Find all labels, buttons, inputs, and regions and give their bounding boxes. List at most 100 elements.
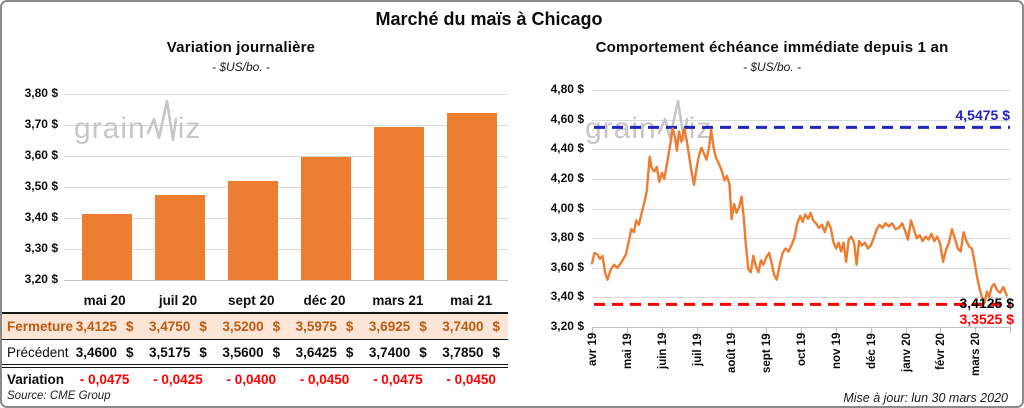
gridline [592, 238, 1010, 240]
y-axis-tick-label: 3,20 $ [550, 319, 584, 333]
cell-unit: $ [272, 344, 281, 360]
y-axis-tick-label: 3,60 $ [24, 148, 58, 162]
x-axis-tick-label: févr 20 [935, 333, 948, 371]
x-axis-tick [975, 327, 977, 333]
x-axis-tick [766, 327, 768, 333]
x-axis-tick-label: avr 19 [587, 333, 599, 367]
cell-unit: $ [126, 344, 134, 360]
x-axis-tick [801, 327, 802, 333]
cell-unit: $ [492, 344, 501, 360]
y-axis-tick-label: 3,60 $ [550, 259, 584, 274]
gridline [592, 119, 1010, 121]
column-header: juil 20 [158, 293, 198, 308]
y-axis-tick-label: 3,40 $ [24, 210, 58, 224]
cell-unit: $ [345, 319, 354, 334]
gridline [64, 156, 508, 157]
cell-value: - 0,0450 [299, 372, 350, 387]
cell-unit: $ [199, 344, 207, 360]
cell-value: - 0,0475 [373, 372, 423, 387]
gridline [592, 178, 1010, 180]
52w-high-label: 4,5475 $ [955, 107, 1011, 123]
bar-juil-20 [154, 194, 205, 280]
52w-low-label: 3,3525 $ [959, 311, 1015, 327]
gridline [592, 267, 1010, 269]
gridline [592, 208, 1010, 210]
grainwiz-watermark: grain iz [74, 99, 201, 145]
cell-value: 3,4125 [75, 319, 118, 334]
cell-value: 3,7850 [442, 344, 484, 360]
row-label: Fermeture [7, 319, 74, 334]
table-header-row: mai 20 juil 20 sept 20 déc 20 mars 21 mai 21 [2, 289, 508, 314]
table-cell: 3,7400 $ [434, 319, 507, 334]
column-header: déc 20 [303, 293, 346, 308]
price-line-series [590, 127, 1008, 305]
update-note: Mise à jour: lun 30 mars 2020 [843, 391, 1008, 405]
line-chart-subtitle: - $US/bo. - [742, 60, 802, 74]
y-axis-tick-label: 4,60 $ [550, 111, 584, 126]
x-axis-tick [626, 327, 628, 333]
x-axis-tick [1010, 327, 1011, 333]
gridline [592, 297, 1010, 299]
y-axis-tick-label: 4,20 $ [550, 170, 584, 185]
table-cell: - 0,0450 [434, 372, 507, 387]
table-cell: 3,7400 $ [361, 345, 434, 360]
cell-unit: $ [345, 344, 354, 360]
y-axis-tick-label: 3,30 $ [24, 241, 58, 255]
x-axis-tick-label: janv 20 [900, 333, 913, 372]
table-cell: 3,6425 $ [288, 345, 361, 360]
cell-value: - 0,0425 [153, 372, 203, 387]
cell-value: 3,5975 [295, 319, 337, 334]
gridline [64, 94, 508, 95]
bar-déc-20 [300, 156, 351, 280]
table-cell: 3,4125 $ [68, 319, 141, 334]
column-header: sept 20 [227, 293, 275, 308]
table-row-précédent: Précédent 3,4600 $3,5175 $3,5600 $3,6425 $3,7… [2, 340, 508, 368]
watermark-text-left: grain [74, 112, 146, 145]
cell-value: 3,7400 [442, 319, 484, 334]
gridline [64, 218, 508, 219]
y-axis-tick-label: 3,40 $ [550, 289, 584, 304]
line-chart-plot-area [590, 125, 1010, 306]
row-label: Variation [7, 372, 65, 387]
gridline [592, 90, 1010, 91]
x-axis-tick-label: août 19 [726, 333, 739, 374]
gridline [592, 149, 1010, 151]
cell-unit: $ [126, 319, 134, 334]
x-axis-tick [905, 327, 907, 333]
x-axis-tick [661, 327, 663, 333]
table-cell: 3,4600 $ [68, 345, 141, 360]
x-axis-tick-label: juil 19 [691, 333, 704, 366]
x-axis-tick [696, 327, 698, 333]
cell-value: 3,5600 [222, 344, 264, 360]
cell-value: - 0,0450 [446, 372, 496, 387]
bar-mai-20 [81, 214, 132, 280]
y-axis-tick-label: 3,20 $ [24, 272, 58, 286]
y-axis-tick-label: 3,70 $ [24, 117, 58, 131]
x-axis-tick-label: nov 19 [830, 333, 843, 370]
watermark-zigzag-icon [657, 99, 688, 142]
x-axis-tick-label: juin 19 [656, 333, 669, 370]
table-cell: 3,5600 $ [215, 345, 288, 360]
table-row-variation: Variation - 0,0475 - 0,0425 - 0,0400 - 0,045… [2, 368, 508, 391]
y-axis-tick-label: 4,40 $ [550, 141, 584, 156]
x-axis-tick-label: oct 19 [796, 333, 808, 367]
y-axis-tick-label: 4,80 $ [550, 82, 584, 96]
gridline [64, 187, 508, 188]
x-axis-tick [870, 327, 872, 333]
line-chart-title: Comportement échéance immédiate depuis 1… [595, 39, 949, 56]
row-label: Précédent [7, 344, 69, 360]
table-cell: 3,4750 $ [141, 319, 214, 334]
watermark-zigzag-icon [146, 99, 177, 142]
cell-value: 3,4750 [149, 319, 191, 334]
bar-chart-gridlines [64, 94, 508, 281]
table-cell: - 0,0475 [361, 372, 434, 387]
y-axis-tick-label: 3,50 $ [24, 179, 58, 193]
cell-value: 3,4600 [75, 344, 118, 360]
y-axis-tick-label: 3,80 $ [550, 230, 584, 245]
x-axis-tick [731, 327, 733, 333]
x-axis-tick-label: mai 19 [621, 333, 634, 369]
table-cell: 3,6925 $ [361, 319, 434, 334]
x-axis-tick-label: mars 20 [970, 333, 983, 377]
bar-chart-title: Variation journalière [166, 39, 316, 56]
